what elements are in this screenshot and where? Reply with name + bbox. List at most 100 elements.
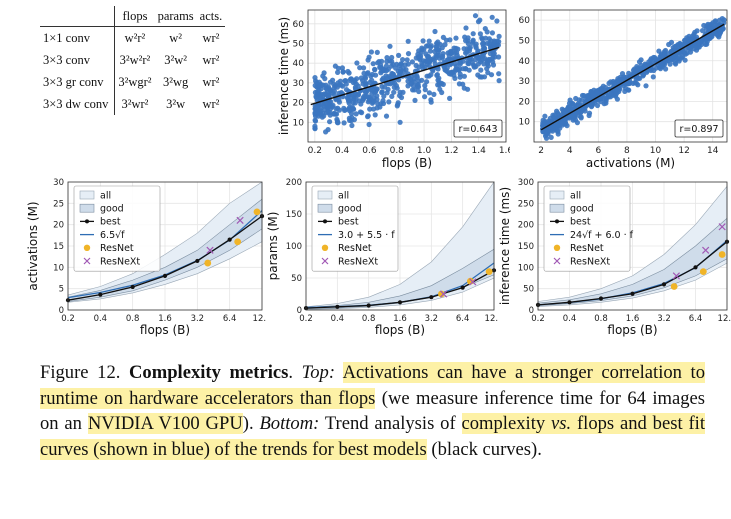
x-tick-label: 1.6 xyxy=(499,146,510,156)
scatter-point xyxy=(416,48,422,54)
best-point xyxy=(195,258,200,264)
x-tick-label: 12.8 xyxy=(718,314,731,324)
scatter-point xyxy=(554,122,560,128)
scatter-point xyxy=(423,43,429,49)
resnext-marker xyxy=(702,246,710,254)
scatter-point xyxy=(372,67,378,73)
scatter-point xyxy=(382,84,388,90)
scatter-point xyxy=(451,45,457,51)
scatter-point xyxy=(486,56,492,63)
legend-swatch-resnext xyxy=(321,257,329,265)
best-point xyxy=(661,282,667,287)
scatter-point xyxy=(381,67,387,73)
scatter-point xyxy=(715,22,721,28)
x-tick-label: 14 xyxy=(707,146,719,156)
scatter-point xyxy=(574,120,580,126)
legend-box xyxy=(543,185,631,272)
table-row: 3×3 conv 3²w²r² 3²w² wr² xyxy=(40,49,225,71)
scatter-point xyxy=(460,81,466,87)
x-tick-label: 0.8 xyxy=(390,146,405,156)
y-tick-label: 10 xyxy=(53,263,64,273)
y-tick-label: 100 xyxy=(518,263,534,273)
scatter-point xyxy=(496,54,502,60)
scatter-point xyxy=(471,63,477,69)
scatter-point xyxy=(650,74,656,80)
scatter-point xyxy=(370,61,376,67)
scatter-point xyxy=(452,61,458,67)
x-axis-label: flops (B) xyxy=(140,323,190,337)
scatter-point xyxy=(353,81,359,87)
trend-chart-activations: 0.2 0.4 0.8 1.6 3.2 6.4 12.8 0 5 10 15 20 25 30 all goo… xyxy=(26,178,266,337)
complexity-table: flops params acts. 1×1 conv w²r² w² wr² … xyxy=(40,6,270,136)
x-axis-label: flops (B) xyxy=(375,323,425,337)
row-label: 1×1 conv xyxy=(40,26,116,49)
x-tick-label: 1.2 xyxy=(444,146,458,156)
cell-acts: wr² xyxy=(202,74,220,89)
scatter-point xyxy=(419,77,425,83)
legend-label: good xyxy=(570,204,594,215)
resnext-marker xyxy=(440,290,448,298)
legend-label: all xyxy=(338,190,349,201)
scatter-point xyxy=(393,83,399,89)
legend-label: all xyxy=(570,190,581,201)
caption-bottom-h1: complexity xyxy=(461,413,551,434)
cell-params: 3²w xyxy=(166,96,186,111)
x-axis-label: flops (B) xyxy=(382,156,432,170)
scatter-point xyxy=(327,112,333,118)
x-tick-label: 10 xyxy=(650,146,662,156)
scatter-point xyxy=(661,49,668,55)
y-tick-label: 10 xyxy=(293,118,305,128)
y-tick-label: 30 xyxy=(519,77,531,87)
legend-label: ResNet xyxy=(100,243,134,254)
cell-flops: 3²wr² xyxy=(121,96,149,111)
legend-swatch-best-dot xyxy=(555,219,559,224)
scatter-point xyxy=(696,40,702,46)
scatter-point xyxy=(611,80,617,86)
scatter-point xyxy=(353,111,359,117)
cell-flops: 3²w²r² xyxy=(119,52,151,67)
scatter-point xyxy=(457,71,463,77)
scatter-point xyxy=(366,97,372,103)
cell-params: w² xyxy=(169,30,182,45)
scatter-point xyxy=(562,121,568,127)
scatter-point xyxy=(702,36,708,42)
scatter-point xyxy=(346,115,352,121)
plot-frame xyxy=(305,181,495,311)
plot-frame xyxy=(533,9,728,143)
scatter-point xyxy=(586,110,593,116)
y-axis-label: params (M) xyxy=(266,212,280,281)
scatter-point xyxy=(669,48,675,54)
resnet-marker xyxy=(485,268,493,275)
scatter-point xyxy=(347,77,353,83)
x-tick-label: 0.4 xyxy=(331,314,345,324)
scatter-point xyxy=(416,64,422,70)
scatter-point xyxy=(393,65,399,71)
scatter-point xyxy=(321,113,327,119)
scatter-point xyxy=(463,38,469,44)
scatter-point xyxy=(491,51,497,57)
scatter-point xyxy=(383,113,390,119)
scatter-point xyxy=(436,82,442,88)
x-tick-label: 3.2 xyxy=(657,314,671,324)
y-tick-label: 0 xyxy=(297,306,302,316)
scatter-point xyxy=(342,78,349,84)
caption-top-mid: (we measure inference time for 64 images… xyxy=(40,387,705,435)
legend-label: ResNeXt xyxy=(100,256,140,267)
row-label: 3×3 conv xyxy=(40,49,116,71)
resnet-marker xyxy=(670,283,678,290)
x-tick-label: 6 xyxy=(595,146,601,156)
best-point xyxy=(335,304,340,309)
resnet-marker xyxy=(253,208,261,216)
scatter-point xyxy=(414,82,420,88)
scatter-point xyxy=(412,97,418,103)
scatter-point xyxy=(612,87,618,93)
scatter-point xyxy=(315,89,321,95)
correlation-label: r=0.897 xyxy=(679,124,718,135)
scatter-point xyxy=(494,18,500,24)
caption-top-label: Top: xyxy=(301,362,336,383)
scatter-point xyxy=(384,75,390,81)
scatter-point xyxy=(454,67,461,73)
scatter-point xyxy=(448,71,454,77)
scatter-point xyxy=(357,109,364,115)
x-tick-label: 3.2 xyxy=(425,314,439,324)
